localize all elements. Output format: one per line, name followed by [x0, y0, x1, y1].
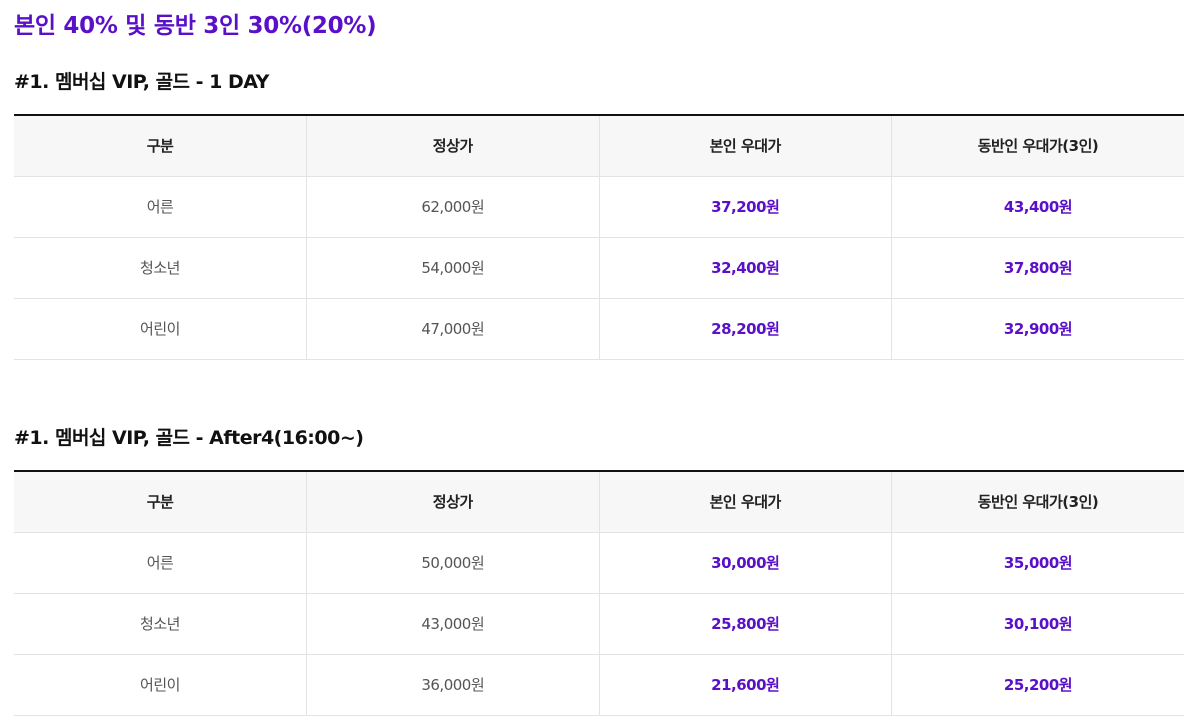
row-category: 어린이	[14, 654, 307, 716]
row-category: 청소년	[14, 237, 307, 299]
companion-price: 37,800원	[891, 237, 1184, 299]
companion-price: 25,200원	[891, 654, 1184, 716]
regular-price: 47,000원	[306, 298, 599, 360]
member-price: 28,200원	[598, 298, 892, 360]
member-price: 37,200원	[598, 176, 892, 238]
table-header-row: 구분 정상가 본인 우대가 동반인 우대가(3인)	[14, 115, 1184, 177]
price-table-after4: 구분 정상가 본인 우대가 동반인 우대가(3인) 어른 50,000원 30,…	[14, 470, 1184, 716]
table-row: 어른 50,000원 30,000원 35,000원	[14, 532, 1184, 594]
header-regular-price: 정상가	[306, 471, 599, 533]
companion-price: 32,900원	[891, 298, 1184, 360]
header-companion-price: 동반인 우대가(3인)	[891, 115, 1184, 177]
header-member-price: 본인 우대가	[598, 115, 892, 177]
regular-price: 54,000원	[306, 237, 599, 299]
companion-price: 30,100원	[891, 593, 1184, 655]
header-regular-price: 정상가	[306, 115, 599, 177]
member-price: 25,800원	[598, 593, 892, 655]
regular-price: 50,000원	[306, 532, 599, 594]
row-category: 어린이	[14, 298, 307, 360]
header-category: 구분	[14, 115, 307, 177]
price-table-1day: 구분 정상가 본인 우대가 동반인 우대가(3인) 어른 62,000원 37,…	[14, 114, 1184, 360]
member-price: 30,000원	[598, 532, 892, 594]
discount-headline: 본인 40% 및 동반 3인 30%(20%)	[14, 13, 377, 39]
regular-price: 62,000원	[306, 176, 599, 238]
header-category: 구분	[14, 471, 307, 533]
member-price: 21,600원	[598, 654, 892, 716]
member-price: 32,400원	[598, 237, 892, 299]
row-category: 어른	[14, 176, 307, 238]
table-row: 청소년 54,000원 32,400원 37,800원	[14, 237, 1184, 299]
table-row: 어린이 47,000원 28,200원 32,900원	[14, 298, 1184, 360]
header-member-price: 본인 우대가	[598, 471, 892, 533]
section-title-after4: #1. 멤버십 VIP, 골드 - After4(16:00~)	[14, 427, 364, 449]
companion-price: 43,400원	[891, 176, 1184, 238]
table-row: 청소년 43,000원 25,800원 30,100원	[14, 593, 1184, 655]
table-header-row: 구분 정상가 본인 우대가 동반인 우대가(3인)	[14, 471, 1184, 533]
section-title-1day: #1. 멤버십 VIP, 골드 - 1 DAY	[14, 71, 269, 93]
companion-price: 35,000원	[891, 532, 1184, 594]
table-row: 어린이 36,000원 21,600원 25,200원	[14, 654, 1184, 716]
regular-price: 43,000원	[306, 593, 599, 655]
row-category: 청소년	[14, 593, 307, 655]
table-row: 어른 62,000원 37,200원 43,400원	[14, 176, 1184, 238]
header-companion-price: 동반인 우대가(3인)	[891, 471, 1184, 533]
regular-price: 36,000원	[306, 654, 599, 716]
row-category: 어른	[14, 532, 307, 594]
